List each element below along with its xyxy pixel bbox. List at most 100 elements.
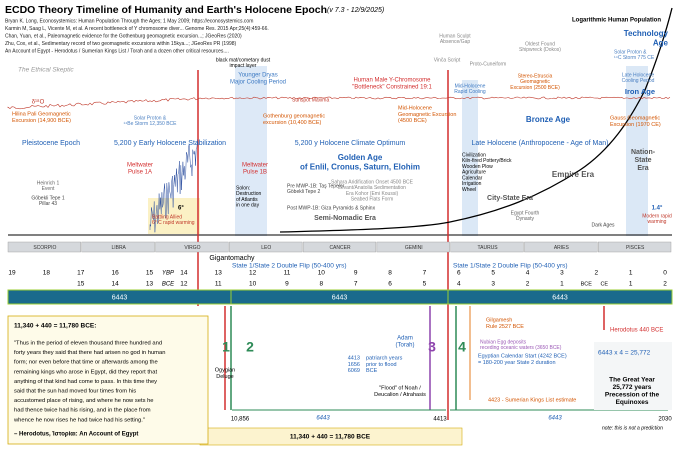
zodiac-cell <box>376 241 450 253</box>
ybp-value: 10 <box>318 270 326 277</box>
annotation: Deluge <box>216 374 233 380</box>
timeline-label: Pillar 43 <box>39 201 57 207</box>
annotation: Herodotus 440 BCE <box>610 328 663 334</box>
annotation: 4423 - Sumerian Kings List estimate <box>488 397 576 403</box>
timeline-label: Nation- <box>631 149 656 156</box>
timeline-label: Agriculture <box>462 170 486 176</box>
timeline-label: Late Holocene (Anthropocene - Age of Man… <box>472 140 609 147</box>
zodiac-cell <box>524 241 598 253</box>
timeline-label: Era Kohor (Emi Koussi) <box>346 191 399 197</box>
timeline-label: Mid-Holocene <box>455 83 486 89</box>
zodiac-label: TAURUS <box>477 245 498 251</box>
source: Zhu, Cox, et al., Sedimentary record of … <box>5 41 237 47</box>
ybp-value: 17 <box>77 270 85 277</box>
quote-box <box>7 315 209 445</box>
annotation: 4413 <box>348 355 360 361</box>
zodiac-label: CANCER <box>329 245 351 251</box>
annotation: 4413 <box>433 417 447 423</box>
ybp-value: 6 <box>457 270 461 277</box>
timeline-label: ¹⁴Be Storm 12,350 BCE <box>123 121 177 127</box>
zodiac-cell <box>598 241 672 253</box>
timeline-label: Meltwater <box>127 163 153 169</box>
timeline-label: Seabed Flats Form <box>351 197 394 203</box>
timeline-label: impact layer <box>230 63 257 69</box>
version: (v 7.3 - 12/9/2025) <box>327 7 384 14</box>
timeline-label: Civilization <box>462 152 486 158</box>
timeline-label: Heinrich 1 <box>37 180 60 186</box>
quote-line: "Thus in the period of eleven thousand t… <box>14 341 162 347</box>
ybp-value: 18 <box>43 270 51 277</box>
timeline-label: Vinča Script <box>434 57 461 63</box>
timeline-label: "Bottleneck" Constrained 19:1 <box>352 84 432 90</box>
quote-line: had thence twice had his rising, and in … <box>14 408 151 414</box>
timeline-label: Shipwreck (Dokos) <box>519 47 561 53</box>
cycle-bar <box>447 289 673 305</box>
timeline-label: Era <box>637 165 648 172</box>
cycle-label: 6443 <box>332 294 348 301</box>
source: An Account of Egypt - Herodotus / Sumeri… <box>5 48 229 54</box>
timeline-label: excursion (10,400 BCE) <box>263 120 322 126</box>
ybp-value: 12 <box>249 270 257 277</box>
annotation: note: this is not a prediction <box>602 425 663 431</box>
annotation: 11,340 + 440 = 11,780 BCE <box>290 434 371 441</box>
timeline-label: Pulse 1A <box>128 169 152 175</box>
timeline-label: Mid-Holocene <box>398 105 432 111</box>
timeline-label: Sunspot Maxima <box>292 97 329 103</box>
cycle-label: 6443 <box>112 294 128 301</box>
timeline-label: Age <box>653 38 669 47</box>
timeline-label: Sahara Aridification Onset 4500 BCE <box>331 179 414 185</box>
annotation: "Flood" of Noah / <box>379 385 421 391</box>
ce-value: 1 <box>629 281 633 288</box>
zodiac-label: VIRGO <box>184 245 200 251</box>
population-curve <box>279 7 673 233</box>
timeline-label: Kiln-fired Pottery/Brick <box>462 158 512 164</box>
timeline-label: 5,200 y Early Holocene Stabilization <box>114 140 226 147</box>
bce-value: 10 <box>249 281 257 288</box>
annotation: State 1/State 2 Double Flip (50-400 yrs) <box>232 263 347 270</box>
annotation: 6443 <box>316 416 330 422</box>
annotation: Gilgamesh <box>486 317 512 323</box>
timeline-label: Modern rapid <box>642 213 672 219</box>
d18o-curve <box>7 96 671 110</box>
annotation: 3 <box>428 339 436 355</box>
ybp-value: 4 <box>526 270 530 277</box>
annotation: 1656 <box>348 362 360 368</box>
brand: The Ethical Skeptic <box>18 67 74 74</box>
annotation: BCE <box>366 368 378 374</box>
bce-value: 5 <box>423 281 427 288</box>
ybp-value: 2 <box>594 270 598 277</box>
ce-label: CE <box>600 281 608 287</box>
bce-value: 13 <box>146 281 154 288</box>
cycle-label: 6443 <box>552 294 568 301</box>
quote-line: remaining kings who arose in Egypt, did … <box>14 369 157 375</box>
annotation: patriarch years <box>366 355 403 361</box>
annotation: receding oceanic waters (3650 BCE) <box>480 345 562 351</box>
timeline-label: Göbekli Tepe 1 <box>31 195 64 201</box>
timeline-label: Wooden Plow <box>462 164 493 170</box>
zodiac-cell <box>7 241 81 253</box>
timeline-label: Technology <box>624 29 669 38</box>
timeline-label: warming <box>648 219 667 225</box>
title: ECDO Theory Timeline of Humanity and Ear… <box>5 4 327 16</box>
timeline-label: Cooling Period <box>622 78 655 84</box>
source: Bryan K. Long, Econosystemics: Human Pop… <box>5 18 253 24</box>
timeline-label: Hilina Pali Geomagnetic <box>12 111 71 117</box>
zodiac-label: GEMINI <box>405 245 423 251</box>
ybp-value: 13 <box>215 270 223 277</box>
timeline-label: Proto-Cuneiform <box>470 61 507 67</box>
annotation: prior to flood <box>366 362 397 368</box>
timeline-label: Dynasty <box>516 216 535 222</box>
zodiac-label: ARIES <box>554 245 570 251</box>
timeline-label: Event <box>42 186 55 192</box>
timeline-label: Geomagnetic Excursion <box>398 112 456 118</box>
quote-attribution: – Herodotus, Ἱστορίαι: An Account of Egy… <box>14 432 138 438</box>
ybp-value: 11 <box>284 270 291 277</box>
timeline-label: 6° C rapid warming <box>152 220 195 226</box>
zodiac-cell <box>450 241 524 253</box>
bce-value: 1 <box>560 281 564 288</box>
bce-value: 12 <box>180 281 188 288</box>
annotation: Gigantomachy <box>209 255 255 262</box>
zodiac-cell <box>81 241 155 253</box>
timeline-label: Major Cooling Period <box>230 79 286 85</box>
annotation: 6069 <box>348 368 360 374</box>
